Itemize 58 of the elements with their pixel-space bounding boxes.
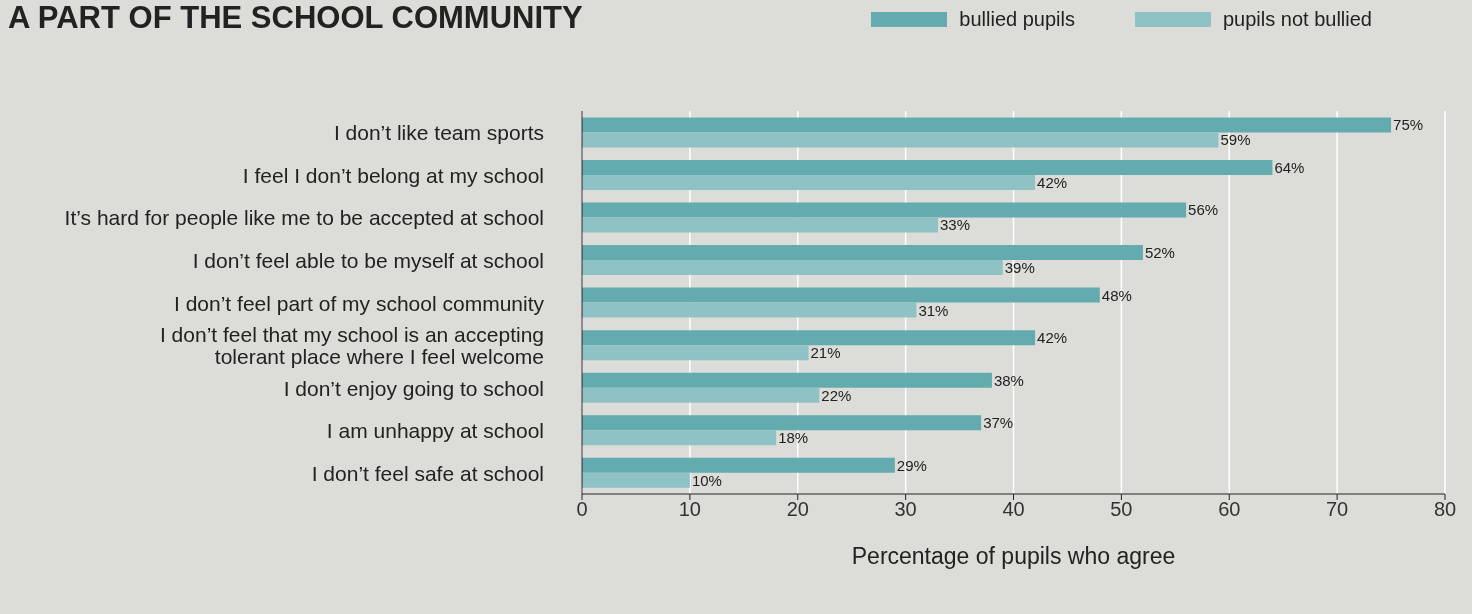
- bar: [582, 132, 1219, 148]
- data-label: 59%: [1220, 131, 1251, 149]
- y-tick-label: I don’t feel that my school is an accepting tolerant place where I feel welcome: [159, 322, 544, 368]
- y-tick-label: It’s hard for people like me to be accepted at school: [64, 205, 544, 229]
- data-label: 42%: [1037, 329, 1068, 347]
- bar: [582, 302, 917, 318]
- x-tick-label: 70: [1326, 498, 1349, 521]
- y-tick-label: I don’t like team sports: [333, 120, 544, 144]
- data-label: 18%: [778, 429, 809, 447]
- y-tick-label: I don’t enjoy going to school: [283, 376, 544, 400]
- bar: [582, 287, 1100, 303]
- bar: [582, 245, 1143, 261]
- legend-label: pupils not bullied: [1223, 8, 1372, 31]
- data-label: 42%: [1037, 173, 1068, 191]
- data-label: 10%: [691, 471, 722, 489]
- bar: [582, 217, 938, 233]
- x-tick-label: 50: [1110, 498, 1133, 521]
- y-tick-label: I don’t feel able to be myself at school: [192, 248, 544, 272]
- x-tick-label: 10: [678, 498, 701, 521]
- bar: [582, 457, 895, 473]
- data-label: 33%: [939, 216, 971, 234]
- data-label: 29%: [896, 456, 927, 474]
- x-tick-label: 30: [894, 498, 917, 521]
- data-label: 48%: [1101, 286, 1132, 304]
- bar: [582, 345, 809, 361]
- bar: [582, 372, 992, 388]
- x-tick-label: 60: [1218, 498, 1241, 521]
- bar: [582, 260, 1003, 276]
- bar: [582, 202, 1187, 218]
- x-tick-label: 40: [1002, 498, 1025, 521]
- bar: [582, 472, 690, 488]
- y-tick-label: I am unhappy at school: [326, 418, 544, 442]
- x-tick-label: 80: [1433, 498, 1457, 521]
- bar: [582, 159, 1273, 175]
- x-axis-title: Percentage of pupils who agree: [851, 543, 1176, 569]
- legend-label: bullied pupils: [959, 8, 1075, 31]
- data-label: 38%: [993, 371, 1024, 389]
- bar: [582, 415, 982, 431]
- bar: [582, 430, 777, 446]
- bar: [582, 387, 820, 403]
- y-tick-label: I feel I don’t belong at my school: [242, 163, 544, 187]
- data-label: 22%: [821, 386, 852, 404]
- data-label: 39%: [1004, 259, 1035, 277]
- x-tick-label: 20: [786, 498, 809, 521]
- data-label: 64%: [1274, 158, 1305, 176]
- bar: [582, 174, 1036, 190]
- data-label: 37%: [983, 414, 1014, 432]
- data-label: 31%: [918, 301, 949, 319]
- y-tick-label: I don’t feel safe at school: [311, 461, 544, 485]
- bar: [582, 117, 1392, 133]
- data-label: 52%: [1144, 244, 1175, 262]
- data-label: 56%: [1188, 201, 1219, 219]
- data-label: 75%: [1393, 116, 1424, 134]
- data-label: 21%: [810, 344, 841, 362]
- text: A PART OF THE SCHOOL COMMUNITY: [8, 0, 583, 36]
- bar: [582, 330, 1036, 346]
- y-tick-label: I don’t feel part of my school community: [174, 291, 545, 314]
- x-tick-label: 0: [576, 498, 588, 521]
